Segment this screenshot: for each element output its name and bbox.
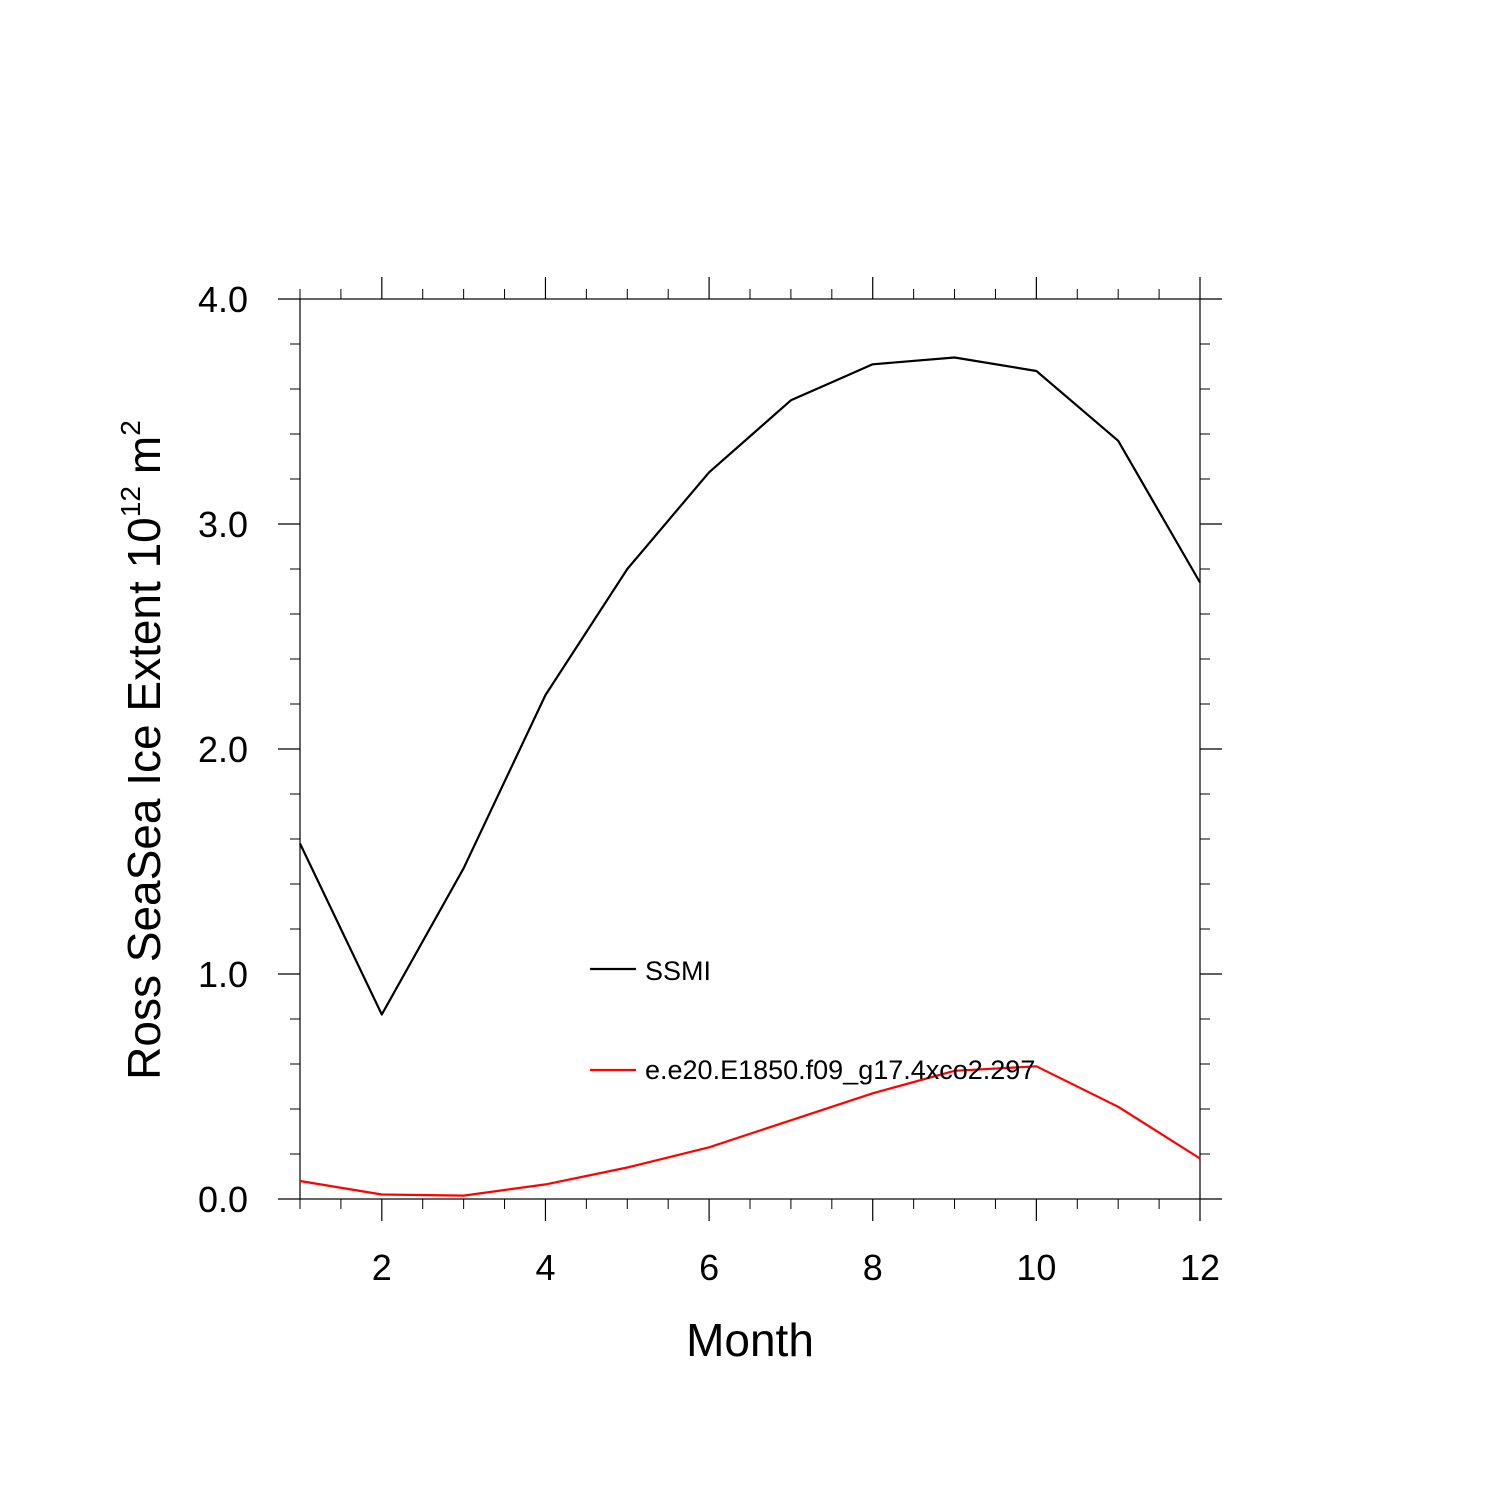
x-tick-label: 12 — [1180, 1247, 1220, 1288]
minor-ticks — [290, 289, 1210, 1209]
y-tick-label: 0.0 — [198, 1179, 248, 1220]
legend-label-model: e.e20.E1850.f09_g17.4xco2.297 — [645, 1055, 1035, 1085]
legend: SSMI e.e20.E1850.f09_g17.4xco2.297 — [590, 956, 1035, 1085]
legend-label-ssmi: SSMI — [645, 956, 711, 986]
y-tick-labels: 0.0 1.0 2.0 3.0 4.0 — [198, 279, 248, 1220]
major-ticks — [278, 277, 1222, 1221]
y-axis-label: Ross SeaSea Ice Extent 1012 m2 — [115, 420, 170, 1080]
x-tick-label: 6 — [699, 1247, 719, 1288]
series-lines — [299, 356, 1201, 1197]
y-tick-label: 4.0 — [198, 279, 248, 320]
x-tick-labels: 2 4 6 8 10 12 — [372, 1247, 1220, 1288]
plot-frame — [299, 298, 1201, 1200]
y-tick-label: 3.0 — [198, 504, 248, 545]
y-tick-label: 2.0 — [198, 729, 248, 770]
y-axis-label-unit-exponent: 2 — [115, 420, 146, 436]
x-tick-label: 4 — [535, 1247, 555, 1288]
y-axis-label-unit: m — [118, 436, 170, 474]
legend-entry-ssmi: SSMI — [590, 956, 711, 986]
x-axis-label: Month — [686, 1314, 814, 1366]
y-axis-label-exponent: 12 — [115, 486, 146, 517]
series-line-ssmi — [299, 356, 1201, 1016]
y-axis-label-text: Ross SeaSea Ice Extent 10 — [118, 517, 170, 1080]
series-line-model — [299, 1065, 1201, 1197]
x-tick-label: 2 — [372, 1247, 392, 1288]
legend-entry-model: e.e20.E1850.f09_g17.4xco2.297 — [590, 1055, 1035, 1085]
x-tick-label: 8 — [863, 1247, 883, 1288]
y-tick-label: 1.0 — [198, 954, 248, 995]
x-tick-label: 10 — [1016, 1247, 1056, 1288]
